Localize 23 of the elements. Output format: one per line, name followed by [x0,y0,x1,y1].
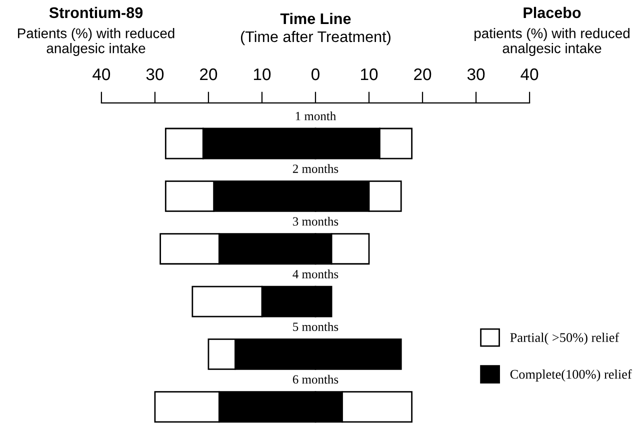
x-tick-label: 10 [254,68,271,80]
x-tick-label: 40 [92,68,110,80]
chart-subtitle: (Time after Treatment) [240,30,390,46]
text: Placebo [524,6,581,18]
y-tick-label: 2 months [292,164,338,173]
x-tick-label: 30 [467,68,485,80]
y-tick-label: 6 months [292,374,338,384]
x-tick-label: 10 [361,68,378,80]
y-tick-label: 3 months [292,216,338,226]
y-tick-label: 4 months [292,270,338,278]
legend-label: Partial( >50%) relief [510,332,620,345]
text: patients (%) with reduced analgesic intake [474,28,630,56]
y-tick-label: 5 months [293,322,338,331]
text: Strontium-89 [49,6,143,18]
x-tick-label: 20 [414,68,432,80]
chart-title: Time Line [280,12,351,24]
x-tick-label: 20 [200,68,218,80]
y-tick-label: 1 month [296,112,336,120]
legend-label: Complete(100%) relief [510,369,632,382]
x-tick-label: 0 [312,68,320,80]
text: Patients (%) with reduced analgesic intake [18,28,174,56]
x-tick-label: 30 [146,68,164,80]
x-tick-label: 40 [520,68,538,80]
